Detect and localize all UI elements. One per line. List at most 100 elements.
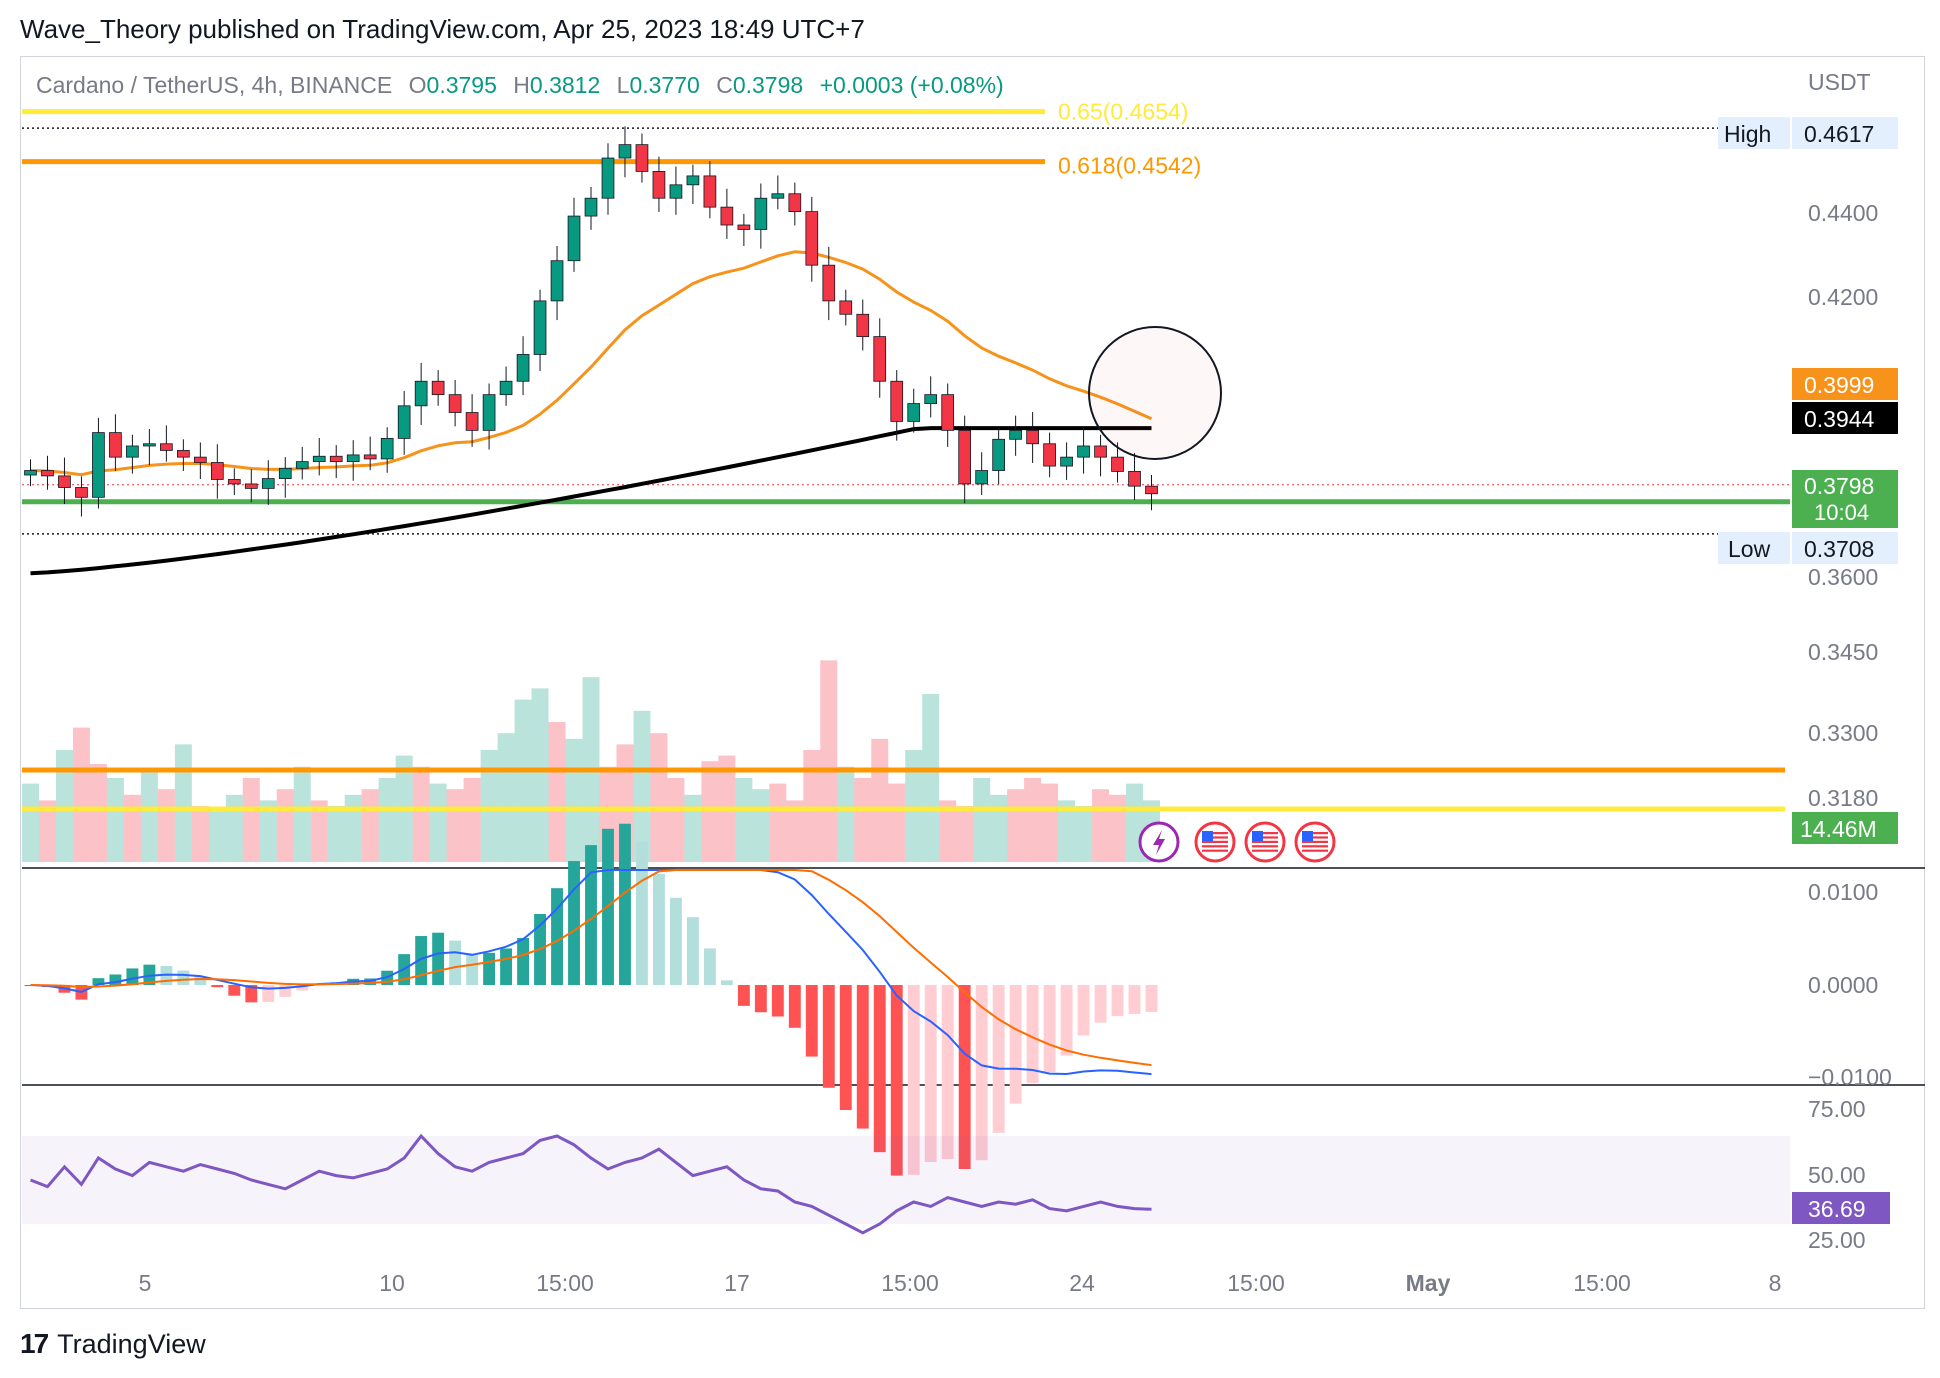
volume-bar[interactable] — [106, 778, 124, 862]
volume-bar[interactable] — [89, 764, 107, 862]
volume-bar[interactable] — [497, 733, 515, 862]
macd-histogram-bar[interactable] — [517, 937, 530, 985]
macd-histogram-bar[interactable] — [873, 985, 886, 1153]
macd-histogram-bar[interactable] — [822, 985, 835, 1088]
candle[interactable] — [618, 144, 632, 159]
candle[interactable] — [177, 450, 190, 458]
volume-bar[interactable] — [344, 794, 362, 862]
candle[interactable] — [380, 437, 394, 460]
volume-bar[interactable] — [22, 783, 39, 862]
candle[interactable] — [788, 193, 802, 213]
candle[interactable] — [312, 455, 326, 463]
volume-bar[interactable] — [803, 750, 821, 862]
volume-bar[interactable] — [871, 738, 889, 862]
candle[interactable] — [193, 456, 207, 463]
volume-bar[interactable] — [174, 744, 192, 862]
candle[interactable] — [550, 260, 564, 302]
macd-histogram-bar[interactable] — [805, 985, 818, 1057]
volume-bar[interactable] — [888, 783, 906, 862]
macd-histogram-bar[interactable] — [296, 985, 309, 991]
candle[interactable] — [584, 197, 598, 217]
candle[interactable] — [1060, 456, 1073, 467]
volume-bar[interactable] — [123, 794, 141, 862]
volume-bar[interactable] — [701, 761, 719, 862]
volume-bar[interactable] — [38, 800, 56, 862]
candle[interactable] — [652, 171, 666, 199]
macd-histogram-bar[interactable] — [483, 952, 496, 985]
macd-histogram-bar[interactable] — [1043, 985, 1056, 1073]
macd-histogram-bar[interactable] — [941, 985, 954, 1160]
macd-histogram-bar[interactable] — [415, 936, 428, 985]
volume-bar[interactable] — [1041, 783, 1059, 862]
volume-bar[interactable] — [463, 778, 481, 862]
macd-histogram-bar[interactable] — [1145, 985, 1158, 1013]
symbol-name[interactable]: Cardano / TetherUS, 4h, BINANCE — [36, 72, 393, 98]
candle[interactable] — [482, 394, 496, 431]
volume-bar[interactable] — [412, 766, 430, 862]
macd-histogram-bar[interactable] — [568, 861, 580, 985]
candle[interactable] — [822, 264, 836, 302]
chart-frame[interactable] — [20, 56, 1925, 1309]
macd-histogram-bar[interactable] — [924, 985, 937, 1163]
volume-bar[interactable] — [786, 800, 804, 862]
candle[interactable] — [109, 432, 122, 458]
candle[interactable] — [143, 443, 156, 447]
macd-histogram-bar[interactable] — [720, 980, 733, 985]
volume-bar[interactable] — [480, 750, 498, 862]
candle[interactable] — [75, 487, 88, 498]
candle[interactable] — [448, 394, 462, 413]
candle[interactable] — [160, 443, 173, 451]
volume-bar[interactable] — [191, 806, 209, 862]
candle[interactable] — [58, 475, 71, 488]
macd-histogram-bar[interactable] — [211, 985, 224, 988]
macd-histogram-bar[interactable] — [788, 985, 801, 1028]
macd-histogram-bar[interactable] — [449, 940, 462, 985]
candle[interactable] — [41, 470, 54, 477]
macd-histogram-bar[interactable] — [890, 985, 903, 1176]
candle[interactable] — [92, 432, 105, 498]
candle[interactable] — [856, 313, 870, 338]
candle[interactable] — [499, 380, 513, 396]
volume-bar[interactable] — [990, 794, 1008, 862]
volume-bar[interactable] — [922, 694, 940, 862]
macd-histogram-bar[interactable] — [262, 985, 275, 1002]
volume-bar[interactable] — [667, 778, 685, 862]
volume-bar[interactable] — [157, 789, 175, 862]
volume-bar[interactable] — [735, 778, 753, 862]
volume-bar[interactable] — [684, 794, 702, 862]
volume-bar[interactable] — [140, 772, 158, 862]
macd-histogram-bar[interactable] — [703, 948, 716, 985]
candle[interactable] — [363, 454, 377, 460]
volume-bar[interactable] — [327, 806, 345, 862]
volume-bar[interactable] — [1024, 778, 1042, 862]
candle[interactable] — [873, 336, 887, 382]
volume-bar[interactable] — [905, 750, 923, 862]
volume-bar[interactable] — [72, 727, 90, 862]
candle[interactable] — [210, 462, 224, 480]
candle[interactable] — [924, 394, 938, 404]
volume-bar[interactable] — [225, 794, 243, 862]
volume-bar[interactable] — [837, 766, 855, 862]
macd-signal-line[interactable] — [30, 869, 1152, 1067]
candle[interactable] — [839, 300, 853, 315]
macd-histogram-bar[interactable] — [669, 897, 682, 985]
candle[interactable] — [1077, 445, 1090, 458]
macd-histogram-bar[interactable] — [92, 978, 105, 985]
macd-histogram-bar[interactable] — [686, 917, 699, 985]
candle[interactable] — [720, 206, 734, 226]
volume-bar[interactable] — [565, 738, 583, 862]
candle[interactable] — [771, 193, 785, 199]
macd-histogram-bar[interactable] — [856, 985, 869, 1129]
volume-bar[interactable] — [1109, 794, 1127, 862]
volume-bar[interactable] — [310, 800, 328, 862]
volume-bar[interactable] — [650, 733, 668, 862]
candle[interactable] — [261, 478, 275, 489]
candle[interactable] — [686, 175, 700, 186]
volume-bar[interactable] — [956, 806, 974, 862]
candle[interactable] — [295, 461, 309, 469]
volume-bar[interactable] — [973, 778, 991, 862]
candle[interactable] — [414, 380, 428, 407]
macd-histogram-bar[interactable] — [992, 985, 1005, 1133]
candle[interactable] — [126, 445, 139, 458]
candle[interactable] — [397, 405, 411, 439]
